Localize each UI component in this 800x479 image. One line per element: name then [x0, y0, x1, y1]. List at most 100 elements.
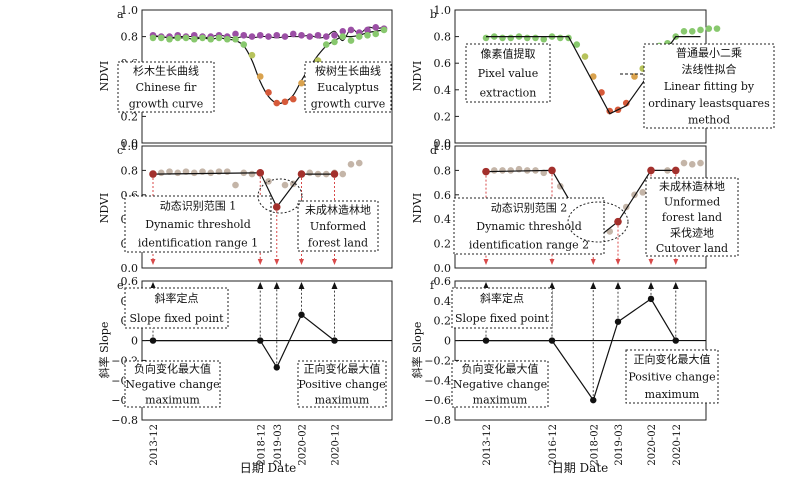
panel-b-point	[523, 34, 531, 42]
panel-c-point	[355, 159, 363, 167]
panel-a-eucalyptus-point	[248, 51, 256, 59]
panel-d-point	[688, 161, 696, 168]
x-tick-label: 2020-02	[647, 424, 658, 466]
panel-a-annotation-text: Chinese fir	[136, 81, 198, 94]
panel-b-annotation-box	[465, 43, 551, 103]
panel-a-fir-point	[273, 31, 281, 39]
panel-b-annotation-text: method	[688, 114, 730, 127]
panel-f-annotation-box	[451, 360, 549, 408]
panel-d-highlight-ellipse	[567, 201, 629, 243]
panel-d-drop-arrow	[648, 259, 654, 265]
panel-f-annotation-box	[451, 287, 553, 329]
panel-a-fir-point	[256, 31, 264, 39]
panel-d-annotation-text: identification range 2	[469, 239, 589, 252]
panel-c-point	[248, 170, 256, 178]
panel-f-up-arrow	[549, 282, 555, 289]
panel-c-drop-arrow	[299, 259, 304, 265]
panel-b-point	[705, 25, 713, 32]
panel-b-annotation-text: 法线性拟合	[682, 62, 737, 76]
panel-a-eucalyptus-point	[190, 35, 198, 43]
panel-f-slope-point	[482, 337, 490, 344]
panel-a-eucalyptus-point	[240, 41, 248, 48]
panel-d-ytick-label: 0.8	[434, 164, 452, 177]
panel-e-annotation-text: maximum	[315, 393, 370, 406]
panel-a-letter: a	[117, 8, 124, 21]
panel-a-annotation-text: 杉木生长曲线	[133, 63, 199, 77]
panel-c-letter: c	[117, 144, 123, 157]
panel-c-annotation-text: Dynamic threshold	[145, 218, 250, 231]
panel-a-fir-point	[364, 26, 371, 34]
panel-a-eucalyptus-point	[223, 35, 231, 43]
panel-f-annotation-text: maximum	[473, 393, 528, 406]
panel-e-annotation-text: Positive change	[298, 378, 385, 391]
panel-d-drop-arrow	[549, 259, 555, 265]
panel-b-annotation-text: extraction	[480, 86, 537, 99]
panel-b-point	[581, 53, 589, 60]
panel-a-ytick-label: 0.0	[121, 137, 139, 150]
panel-f-ytick-label: 0.6	[434, 275, 452, 288]
panel-d-point	[499, 167, 506, 174]
panel-c-point	[232, 181, 239, 189]
panel-e-slope-point	[331, 337, 338, 344]
panel-e-frame	[141, 280, 393, 421]
panel-a-eucalyptus-point	[281, 98, 289, 106]
panel-e-letter: e	[117, 279, 124, 292]
panel-a-fir-point	[248, 33, 256, 40]
panel-f-ytick-label: 0.2	[434, 315, 452, 328]
panel-e-annotation-box	[124, 287, 229, 329]
panel-d-letter: d	[430, 144, 437, 157]
panel-b-ylabel: NDVI	[411, 61, 424, 92]
panel-c-drop-arrow	[150, 259, 156, 265]
panel-e-ylabel: 斜率 Slope	[97, 322, 111, 379]
panel-f-annotation-text: Slope fixed point	[455, 312, 550, 325]
panel-a-fir-point	[339, 27, 347, 35]
panel-c-annotation-text: Unformed	[310, 220, 366, 233]
panel-d-point	[680, 159, 688, 167]
panel-b-ytick-label: 0.4	[434, 84, 452, 97]
panel-f-up-arrow	[483, 282, 489, 289]
panel-a-eucalyptus-point	[256, 73, 264, 80]
x-axis-title-left: 日期 Date	[240, 461, 297, 475]
panel-a-eucalyptus-point	[380, 26, 388, 34]
panel-d-segment-line	[485, 169, 676, 243]
panel-c-annotation-text: identification range 1	[138, 237, 258, 250]
panel-a-eucalyptus-point	[355, 33, 363, 40]
panel-d-ytick-label: 0.2	[434, 238, 452, 251]
panel-d-annotation-text: Cutover land	[656, 242, 728, 255]
panel-f-ytick-label: 0.4	[434, 295, 452, 308]
panel-e-up-arrow	[257, 282, 264, 289]
x-tick-label: 2018-12	[256, 424, 267, 466]
panel-c-ytick-label: 0.0	[121, 262, 139, 275]
panel-f-slope-point	[672, 337, 679, 344]
panel-a-ytick-label: 0.8	[121, 31, 139, 44]
panel-d-ytick-label: 0.6	[434, 189, 452, 202]
panel-a-ytick-label: 0.2	[121, 110, 139, 123]
panel-e-slope-point	[257, 337, 264, 344]
panel-f-up-arrow	[672, 282, 679, 289]
panel-a-eucalyptus-point	[149, 34, 157, 42]
panel-c-ytick-label: 0.8	[121, 164, 139, 177]
panel-a-eucalyptus-point	[372, 30, 380, 38]
panel-b-point	[680, 27, 688, 35]
panel-d-key-point	[614, 217, 622, 226]
panel-d-drop-arrow	[673, 259, 679, 265]
panel-b-point	[573, 41, 581, 48]
panel-d-drop-arrow	[483, 259, 489, 265]
panel-c-point	[190, 169, 198, 177]
panel-a-fir-point	[331, 31, 338, 39]
panel-a-fir-point	[289, 30, 297, 38]
panel-a-annotation-text: growth curve	[129, 98, 204, 111]
panel-a-eucalyptus-point	[199, 34, 206, 42]
panel-c-point	[281, 181, 289, 189]
panel-b-point	[482, 34, 490, 42]
x-tick-label: 2020-12	[331, 424, 342, 466]
panel-b-annotation-text: Pixel value	[478, 67, 539, 80]
panel-e-ytick-label: 0.6	[121, 275, 139, 288]
panel-a-fir-point	[314, 31, 322, 39]
panel-c-point	[339, 170, 347, 178]
panel-a-eucalyptus-point	[273, 99, 281, 107]
panel-d-point	[540, 169, 548, 177]
panel-b-point	[688, 27, 696, 35]
panel-f-up-arrow	[615, 282, 621, 289]
panel-e-annotation-text: Slope fixed point	[130, 312, 225, 325]
